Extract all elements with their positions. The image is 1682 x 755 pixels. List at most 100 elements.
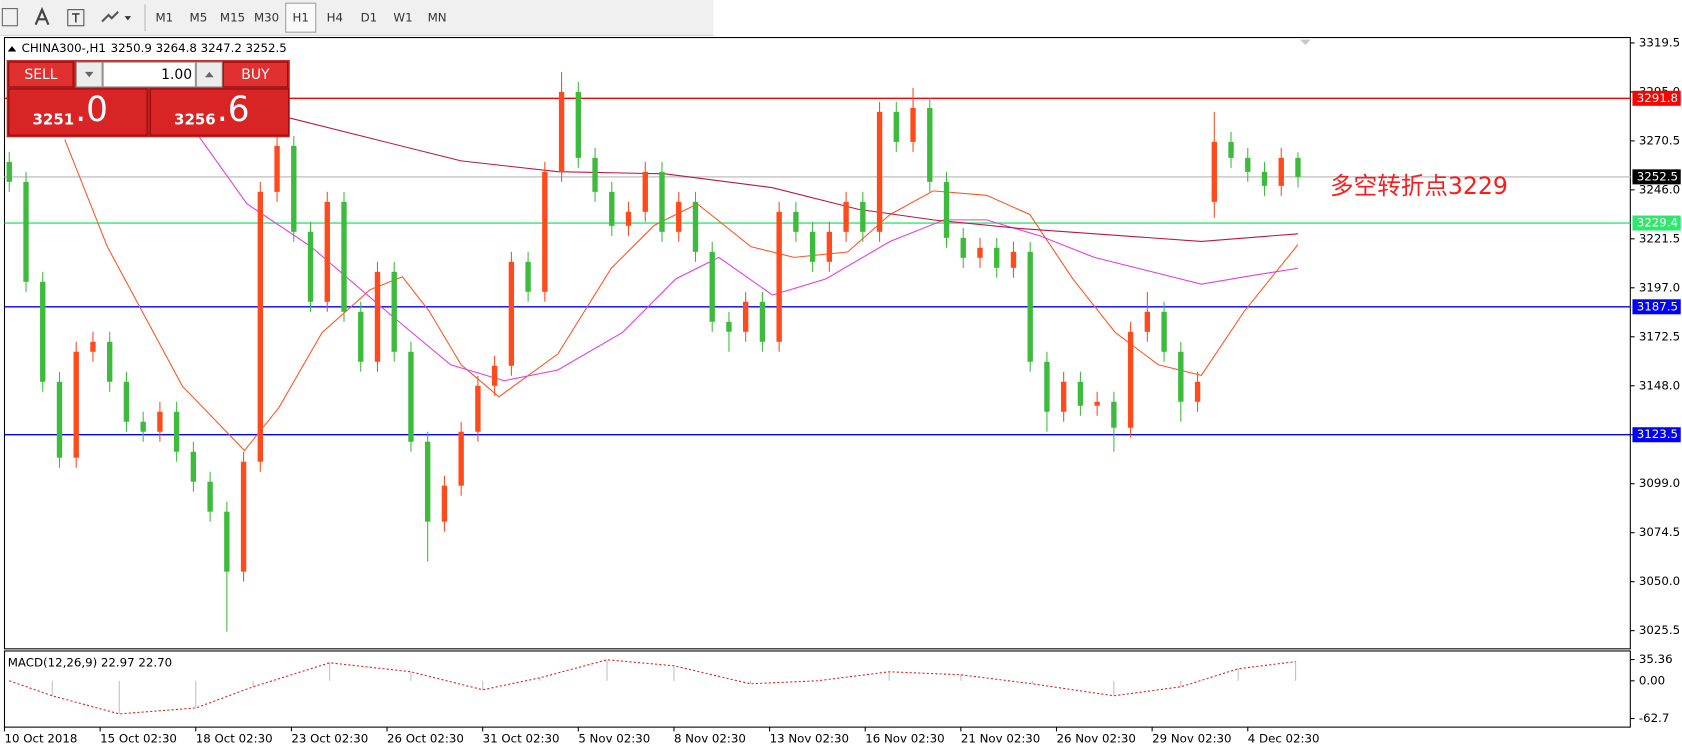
candle-body xyxy=(994,247,1000,268)
candle-body xyxy=(558,91,565,172)
candle-body xyxy=(525,261,531,292)
moving-average xyxy=(192,128,1299,382)
time-axis xyxy=(0,729,1682,755)
timeframe-button[interactable]: MN xyxy=(428,11,447,25)
cursor-icon[interactable] xyxy=(1,8,18,27)
candle-body xyxy=(592,157,598,192)
timeframe-button[interactable]: H1 xyxy=(293,11,309,25)
sell-button[interactable] xyxy=(8,61,74,88)
candle-body xyxy=(358,311,364,362)
candle-body xyxy=(659,171,665,232)
sell-label: SELL xyxy=(24,67,57,83)
candle-body xyxy=(960,237,966,258)
candle-body xyxy=(425,441,431,522)
active-timeframe xyxy=(285,2,317,33)
main-plot-frame xyxy=(3,36,1631,650)
volume-input[interactable] xyxy=(102,61,196,88)
price-level-box xyxy=(1632,427,1681,443)
y-tick-label: 3099.0 xyxy=(1639,476,1680,490)
candle-body xyxy=(408,351,414,442)
y-tick-label: 3148.0 xyxy=(1639,378,1680,392)
candle-body xyxy=(257,191,264,462)
candle-body xyxy=(157,411,163,432)
arrows-icon[interactable] xyxy=(101,11,119,23)
x-tick-label: 26 Oct 02:30 xyxy=(387,731,464,745)
macd-y-tick-label: 0.00 xyxy=(1639,673,1665,687)
timeframe-button[interactable]: M5 xyxy=(190,11,208,25)
candle-body xyxy=(207,481,213,512)
timeframe-button[interactable]: H4 xyxy=(327,11,343,25)
candle-body xyxy=(1178,351,1184,402)
price-level-box xyxy=(1632,90,1681,106)
candle-body xyxy=(642,171,648,212)
buy-button[interactable] xyxy=(222,61,289,88)
timeframe-button[interactable]: W1 xyxy=(393,11,412,25)
x-tick-label: 15 Oct 02:30 xyxy=(100,731,177,745)
candle-body xyxy=(676,201,682,232)
x-tick-label: 4 Dec 02:30 xyxy=(1248,731,1320,745)
candle-body xyxy=(307,231,314,302)
timeframe-button[interactable]: M1 xyxy=(155,11,173,25)
candle-body xyxy=(40,281,46,382)
candle-body xyxy=(458,431,464,486)
candle-body xyxy=(73,351,79,458)
x-tick-label: 18 Oct 02:30 xyxy=(196,731,273,745)
candle-body xyxy=(1161,311,1167,352)
buy-price-box[interactable] xyxy=(149,88,290,136)
candle-body xyxy=(860,201,866,232)
candle-body xyxy=(475,385,481,432)
candle-body xyxy=(609,191,615,226)
label-icon[interactable] xyxy=(67,9,85,27)
candle-body xyxy=(759,301,766,342)
candle-body xyxy=(1077,381,1084,406)
macd-label: MACD(12,26,9) 22.97 22.70 xyxy=(8,655,172,669)
price-level-label: 3291.8 xyxy=(1637,91,1678,105)
y-tick-label: 3246.0 xyxy=(1639,182,1680,196)
candle-body xyxy=(709,251,715,322)
candle-body xyxy=(1211,141,1217,202)
macd-signal-line xyxy=(9,659,1296,715)
price-level-label: 3252.5 xyxy=(1637,169,1678,183)
macd-plot-frame xyxy=(3,650,1631,728)
candle-body xyxy=(123,381,130,422)
x-tick-label: 10 Oct 2018 xyxy=(4,731,77,745)
annotation: 多空转折点3229 xyxy=(1330,172,1508,200)
x-tick-label: 26 Nov 02:30 xyxy=(1056,731,1135,745)
x-tick-label: 23 Oct 02:30 xyxy=(291,731,368,745)
candle-body xyxy=(1094,401,1100,406)
volume-up[interactable] xyxy=(195,61,223,88)
dropdown-icon[interactable] xyxy=(124,16,132,21)
candle-body xyxy=(1010,251,1017,268)
timeframe-button[interactable]: M15 xyxy=(220,11,245,25)
timeframe-button[interactable]: M30 xyxy=(254,11,279,25)
candle-body xyxy=(274,145,280,192)
candle-body xyxy=(927,107,933,182)
candle-body xyxy=(508,261,515,366)
candle-body xyxy=(190,451,197,482)
price-level-label: 3187.5 xyxy=(1637,299,1678,313)
volume: 1.00 xyxy=(161,67,192,83)
macd-y-tick-label: 35.36 xyxy=(1639,652,1673,666)
text-icon[interactable] xyxy=(34,6,50,26)
shift-marker xyxy=(1300,39,1311,46)
candle-body xyxy=(1044,361,1050,412)
toolbar xyxy=(0,0,714,36)
volume-down-arrow xyxy=(84,71,94,78)
sell-price-box[interactable] xyxy=(8,88,148,136)
candle-body xyxy=(1278,157,1284,186)
candle-body xyxy=(826,231,833,262)
macd-y-tick-label: -62.7 xyxy=(1639,711,1669,725)
moving-average xyxy=(64,139,1299,452)
x-tick-label: 29 Nov 02:30 xyxy=(1152,731,1231,745)
price-level-label: 3123.5 xyxy=(1637,427,1678,441)
candle-body xyxy=(341,201,347,312)
x-tick-label: 13 Nov 02:30 xyxy=(770,731,849,745)
collapse-icon[interactable] xyxy=(7,46,17,52)
candle-body xyxy=(1144,311,1151,332)
candle-body xyxy=(1127,331,1134,428)
label-icon-glyph xyxy=(72,13,80,23)
buy-label: BUY xyxy=(241,67,270,83)
timeframe-button[interactable]: D1 xyxy=(361,11,378,25)
